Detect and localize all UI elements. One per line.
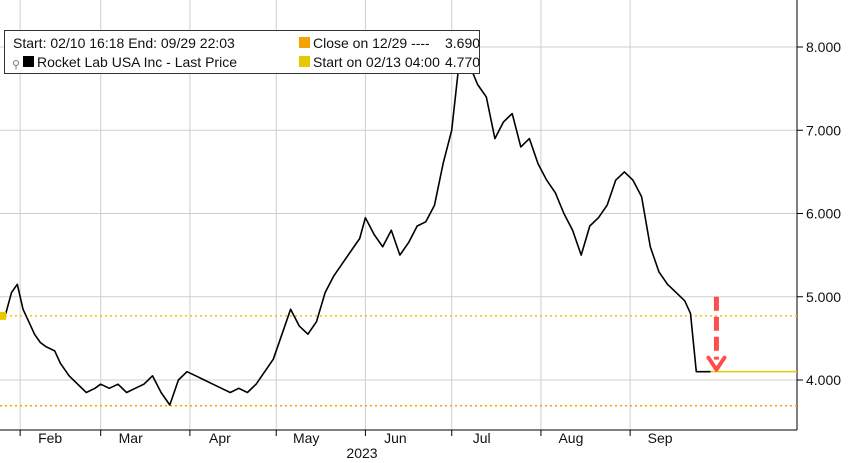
reference-lines [0,315,797,407]
series-layer [0,50,797,406]
chart-legend: Start: 02/10 16:18 End: 09/29 22:03 Clos… [4,30,480,74]
y-tick-label: 6.000 [806,206,841,222]
x-tick-label: Apr [209,430,231,446]
y-tick-label: 7.000 [806,122,841,138]
legend-close-label: Close on 12/29 ---- [313,35,430,51]
drop-arrow-head [706,355,727,372]
x-tick-label: May [293,430,319,446]
price-swatch [23,56,34,67]
legend-series-label: Rocket Lab USA Inc - Last Price [37,54,237,70]
price-series-line [0,50,711,406]
legend-start-label: Start on 02/13 04:00 [313,54,440,70]
y-tick-label: 5.000 [806,289,841,305]
x-tick-label: Aug [558,430,583,446]
x-tick-label: Jul [473,430,491,446]
legend-range-text: Start: 02/10 16:18 End: 09/29 22:03 [13,35,235,51]
x-tick-label: Sep [648,430,673,446]
y-tick-labels: 4.000 5.000 6.000 7.000 8.000 [797,39,841,388]
close-swatch [299,37,310,48]
x-tick-label: Mar [119,430,143,446]
year-label: 2023 [346,445,377,461]
x-tick-labels: Feb Mar Apr May Jun Jul Aug Sep [19,430,673,446]
start-swatch [299,56,310,67]
legend-close-value: 3.690 [445,35,481,51]
x-tick-label: Jun [384,430,407,446]
x-tick-label: Feb [38,430,62,446]
y-tick-label: 8.000 [806,39,841,55]
annotation-layer [706,296,727,372]
legend-start-value: 4.770 [445,54,481,70]
start-marker [0,311,6,320]
y-tick-label: 4.000 [806,372,841,388]
pin-icon[interactable]: ⚲ [12,59,21,71]
